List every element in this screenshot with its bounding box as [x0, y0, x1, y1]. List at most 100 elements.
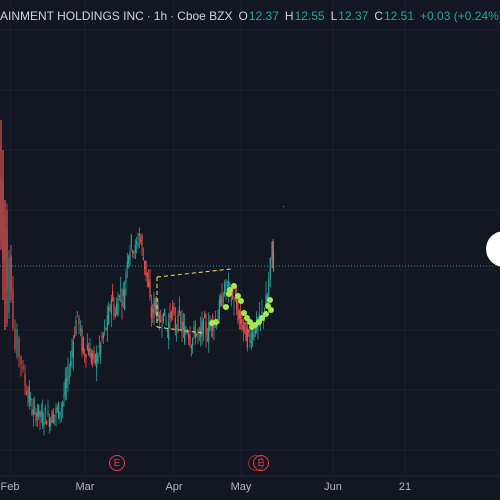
- candle-body: [232, 289, 234, 298]
- legend-separator: ·: [146, 9, 151, 23]
- legend-separator: ·: [170, 9, 175, 23]
- candle-body: [40, 411, 42, 417]
- candle-body: [27, 395, 29, 398]
- x-axis-label-feb: Feb: [0, 481, 20, 493]
- candle-body: [198, 331, 200, 333]
- candle-body: [128, 256, 130, 265]
- candle-body: [110, 299, 112, 315]
- close-label: C: [374, 9, 383, 23]
- candle-body: [93, 351, 95, 353]
- candle-body: [108, 307, 110, 325]
- candle-body: [261, 311, 263, 317]
- low-value: 12.37: [338, 9, 369, 23]
- candle-body: [265, 294, 267, 307]
- candle-body: [38, 404, 40, 416]
- candle-body: [170, 311, 172, 318]
- chart-grid: [0, 0, 500, 476]
- candle-body: [230, 299, 232, 303]
- candle-body: [32, 409, 34, 414]
- signal-dot: [263, 311, 269, 317]
- candle-body: [124, 288, 126, 310]
- candle-body: [134, 245, 136, 253]
- candle-body: [34, 406, 36, 408]
- high-value: 12.55: [294, 9, 325, 23]
- symbol-name[interactable]: AINMENT HOLDINGS INC: [0, 9, 144, 23]
- candle-body: [201, 321, 203, 336]
- candle-body: [136, 241, 138, 244]
- candle-body: [20, 356, 22, 365]
- candle-body: [126, 261, 128, 269]
- candle-body: [234, 296, 236, 300]
- close-value: 12.51: [383, 9, 415, 23]
- candle-body: [112, 290, 114, 301]
- candle-body: [245, 321, 247, 341]
- candle-body: [44, 407, 46, 413]
- candle-body: [169, 314, 171, 320]
- candle-body: [206, 338, 208, 341]
- candlestick-series: [0, 120, 284, 436]
- signal-dot: [267, 297, 273, 303]
- candle-body: [120, 289, 122, 291]
- candle-body: [221, 294, 223, 306]
- candle-body: [101, 336, 103, 338]
- stray-tick: [283, 206, 284, 207]
- candle-body: [164, 308, 166, 316]
- candle-body: [28, 385, 30, 403]
- candle-body: [35, 412, 37, 422]
- interval-label[interactable]: 1h: [153, 9, 168, 23]
- candle-body: [242, 324, 244, 329]
- candle-body: [43, 422, 45, 427]
- candle-body: [185, 330, 187, 333]
- candle-body: [104, 326, 106, 329]
- candle-body: [24, 374, 26, 387]
- candle-body: [146, 272, 148, 277]
- candle-body: [226, 281, 228, 283]
- signal-dot: [235, 293, 241, 299]
- candle-body: [118, 295, 120, 297]
- candle-body: [8, 257, 10, 313]
- signal-dot: [213, 319, 219, 325]
- candle-body: [89, 349, 91, 358]
- candle-body: [166, 329, 168, 332]
- candle-body: [85, 354, 87, 358]
- candle-body: [173, 305, 175, 314]
- candle-body: [59, 411, 61, 416]
- candle-body: [244, 322, 246, 324]
- candle-body: [220, 296, 222, 306]
- candle-body: [90, 353, 92, 362]
- candle-body: [246, 329, 248, 348]
- candle-body: [181, 320, 183, 333]
- candle-body: [254, 327, 256, 334]
- candle-body: [248, 330, 250, 333]
- candle-body: [58, 402, 60, 419]
- candle-body: [102, 333, 104, 339]
- candle-body: [189, 335, 191, 345]
- candle-body: [168, 322, 170, 340]
- candle-body: [208, 323, 210, 343]
- candle-body: [106, 315, 108, 330]
- candle-body: [193, 326, 195, 333]
- candle-body: [228, 281, 230, 290]
- candle-body: [165, 323, 167, 325]
- earnings-event-marker[interactable]: E: [109, 455, 125, 471]
- candle-body: [174, 317, 176, 332]
- candle-body: [176, 328, 178, 330]
- candle-body: [31, 408, 33, 415]
- candle-body: [148, 279, 150, 287]
- candle-body: [271, 241, 273, 261]
- candle-body: [202, 319, 204, 333]
- candle-body: [194, 332, 196, 338]
- candle-body: [36, 412, 38, 418]
- candle-body: [68, 376, 70, 378]
- candle-body: [46, 420, 48, 425]
- signal-dot: [231, 283, 237, 289]
- candle-body: [26, 391, 28, 395]
- candle-body: [63, 394, 65, 398]
- signal-dot: [238, 298, 244, 304]
- candle-body: [177, 314, 179, 330]
- triangle-pattern-drawing[interactable]: [156, 268, 232, 334]
- candle-body: [76, 311, 78, 313]
- earnings-event-marker[interactable]: E: [253, 455, 269, 471]
- scroll-to-realtime-button[interactable]: [486, 231, 500, 267]
